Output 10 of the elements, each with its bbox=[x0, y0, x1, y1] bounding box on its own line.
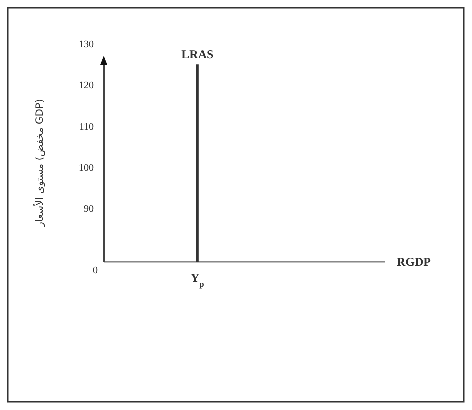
x-tick-label: Y$_{p}$ bbox=[190, 271, 205, 288]
y-tick-label: 130 bbox=[79, 40, 94, 50]
x-axis-title: RGDP bbox=[397, 255, 431, 270]
series-label: LRAS bbox=[182, 48, 214, 62]
y-axis-title: مستوى الأسعار (مخفض GDP) bbox=[33, 99, 46, 228]
y-tick-label: 120 bbox=[79, 80, 94, 92]
y-tick-label: 90 bbox=[84, 204, 94, 216]
y-tick-label: 100 bbox=[79, 162, 94, 174]
y-tick-label: 110 bbox=[79, 122, 94, 133]
text: 0 bbox=[93, 266, 98, 276]
